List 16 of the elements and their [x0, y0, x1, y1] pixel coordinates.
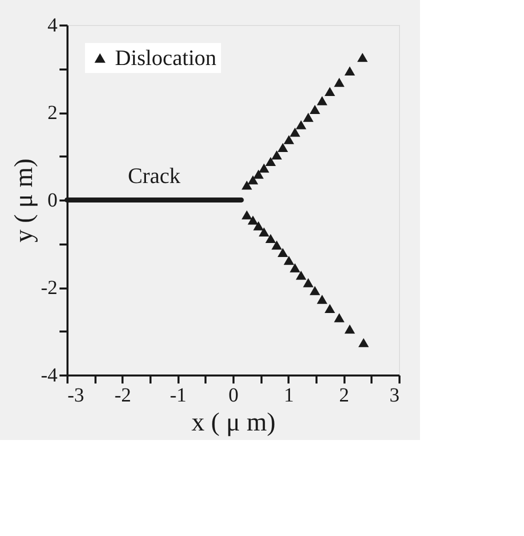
x-axis-title: x ( μ m) — [192, 408, 276, 436]
x-tick-label: 2 — [339, 384, 350, 406]
legend-label: Dislocation — [115, 45, 216, 70]
y-tick-label: -4 — [40, 364, 58, 386]
x-tick-label: -2 — [114, 384, 132, 406]
x-tick-label: -1 — [170, 384, 187, 406]
x-tick-label: 1 — [284, 384, 294, 406]
x-tick-label: 0 — [228, 384, 238, 406]
y-tick-label: 4 — [48, 14, 58, 36]
x-tick-label: -3 — [68, 384, 84, 406]
y-tick-label: -2 — [40, 277, 58, 299]
series-label: Crack — [128, 163, 180, 188]
y-tick-label: 0 — [48, 190, 58, 212]
y-axis-title: y ( μ m) — [8, 158, 38, 242]
y-tick-label: 2 — [48, 102, 58, 124]
x-tick-label: 3 — [390, 384, 400, 406]
